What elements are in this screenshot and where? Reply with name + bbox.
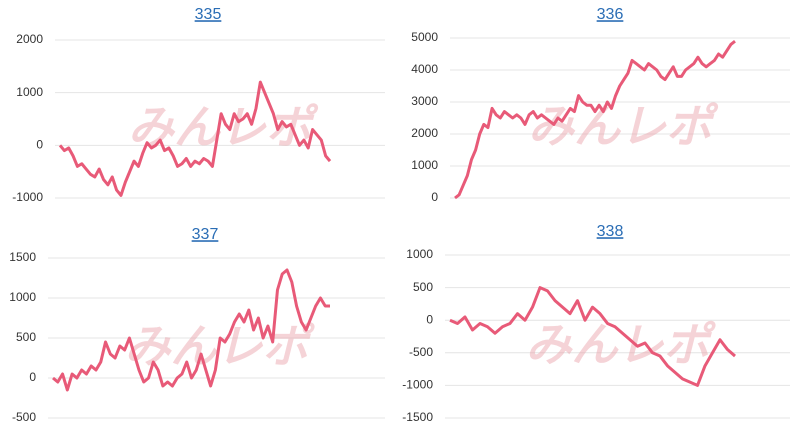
y-tick-label: 0: [426, 312, 433, 326]
watermark: みんレポ: [528, 100, 719, 152]
y-tick-label: 0: [431, 190, 438, 204]
y-tick-label: 0: [36, 138, 43, 152]
y-tick-label: -500: [12, 410, 36, 424]
y-tick-label: 5000: [411, 30, 438, 44]
watermark: みんレポ: [526, 319, 717, 371]
y-tick-label: 1500: [9, 250, 36, 264]
y-tick-label: -1500: [402, 410, 433, 424]
chart-title[interactable]: 335: [195, 6, 222, 23]
chart-title[interactable]: 336: [597, 6, 624, 23]
y-tick-label: 4000: [411, 62, 438, 76]
y-tick-label: 1000: [9, 290, 36, 304]
y-tick-label: -1000: [12, 190, 43, 204]
y-tick-label: -500: [409, 345, 433, 359]
data-line: [454, 40, 736, 200]
y-tick-label: 2000: [411, 126, 438, 140]
y-tick-label: 0: [29, 370, 36, 384]
y-tick-label: 500: [16, 330, 36, 344]
y-tick-label: -1000: [402, 378, 433, 392]
chart-title[interactable]: 338: [597, 223, 624, 240]
y-tick-label: 1000: [406, 247, 433, 261]
y-tick-label: 3000: [411, 94, 438, 108]
y-tick-label: 2000: [16, 32, 43, 46]
chart-title[interactable]: 337: [192, 226, 219, 243]
data-line: [52, 268, 330, 392]
y-tick-label: 1000: [16, 85, 43, 99]
y-tick-label: 1000: [411, 158, 438, 172]
y-tick-label: 500: [413, 280, 433, 294]
data-line: [449, 286, 736, 387]
data-line: [58, 80, 332, 197]
